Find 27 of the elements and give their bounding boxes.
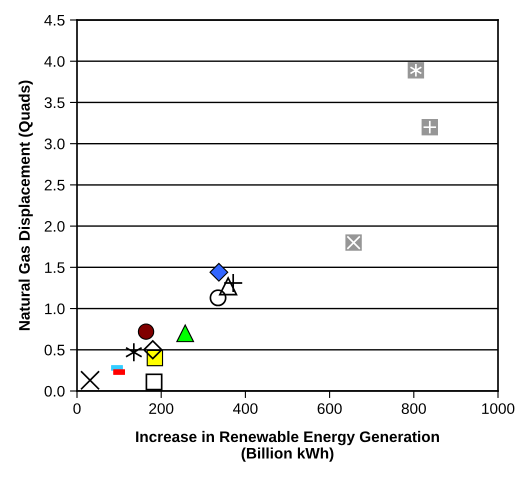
point xyxy=(223,273,244,293)
y-tick-label: 3.0 xyxy=(44,138,65,150)
y-tick-label: 0.5 xyxy=(44,344,65,356)
x-tick-label: 400 xyxy=(233,403,258,414)
point xyxy=(218,277,238,296)
y-tick-label: 1.5 xyxy=(45,262,65,274)
x-tick-label: 0 xyxy=(73,403,81,414)
x-tick-label: 600 xyxy=(318,403,342,414)
x-tick-label: 800 xyxy=(402,403,426,414)
point xyxy=(210,289,227,306)
point xyxy=(143,340,162,360)
point xyxy=(80,370,100,390)
y-tick-label: 4.5 xyxy=(44,15,65,26)
y-tick-label: 3.5 xyxy=(44,97,65,108)
y-tick-label: 4.0 xyxy=(44,56,65,67)
y-tick-label: 0.0 xyxy=(44,386,65,397)
point xyxy=(209,262,228,282)
y-tick-label: 2.5 xyxy=(44,180,65,191)
point xyxy=(176,324,194,342)
x-tick-label: 200 xyxy=(149,403,174,414)
y-tick-label: 2.0 xyxy=(44,220,65,232)
point xyxy=(146,373,163,390)
point xyxy=(138,323,154,340)
x-tick-label: 1000 xyxy=(482,403,514,414)
y-tick-label: 1.0 xyxy=(45,303,65,314)
y-axis-title: Natural Gas Displacement (Quads) xyxy=(18,80,33,330)
x-axis-title: Increase in Renewable Energy Generation (Billion kWh) xyxy=(136,430,439,462)
